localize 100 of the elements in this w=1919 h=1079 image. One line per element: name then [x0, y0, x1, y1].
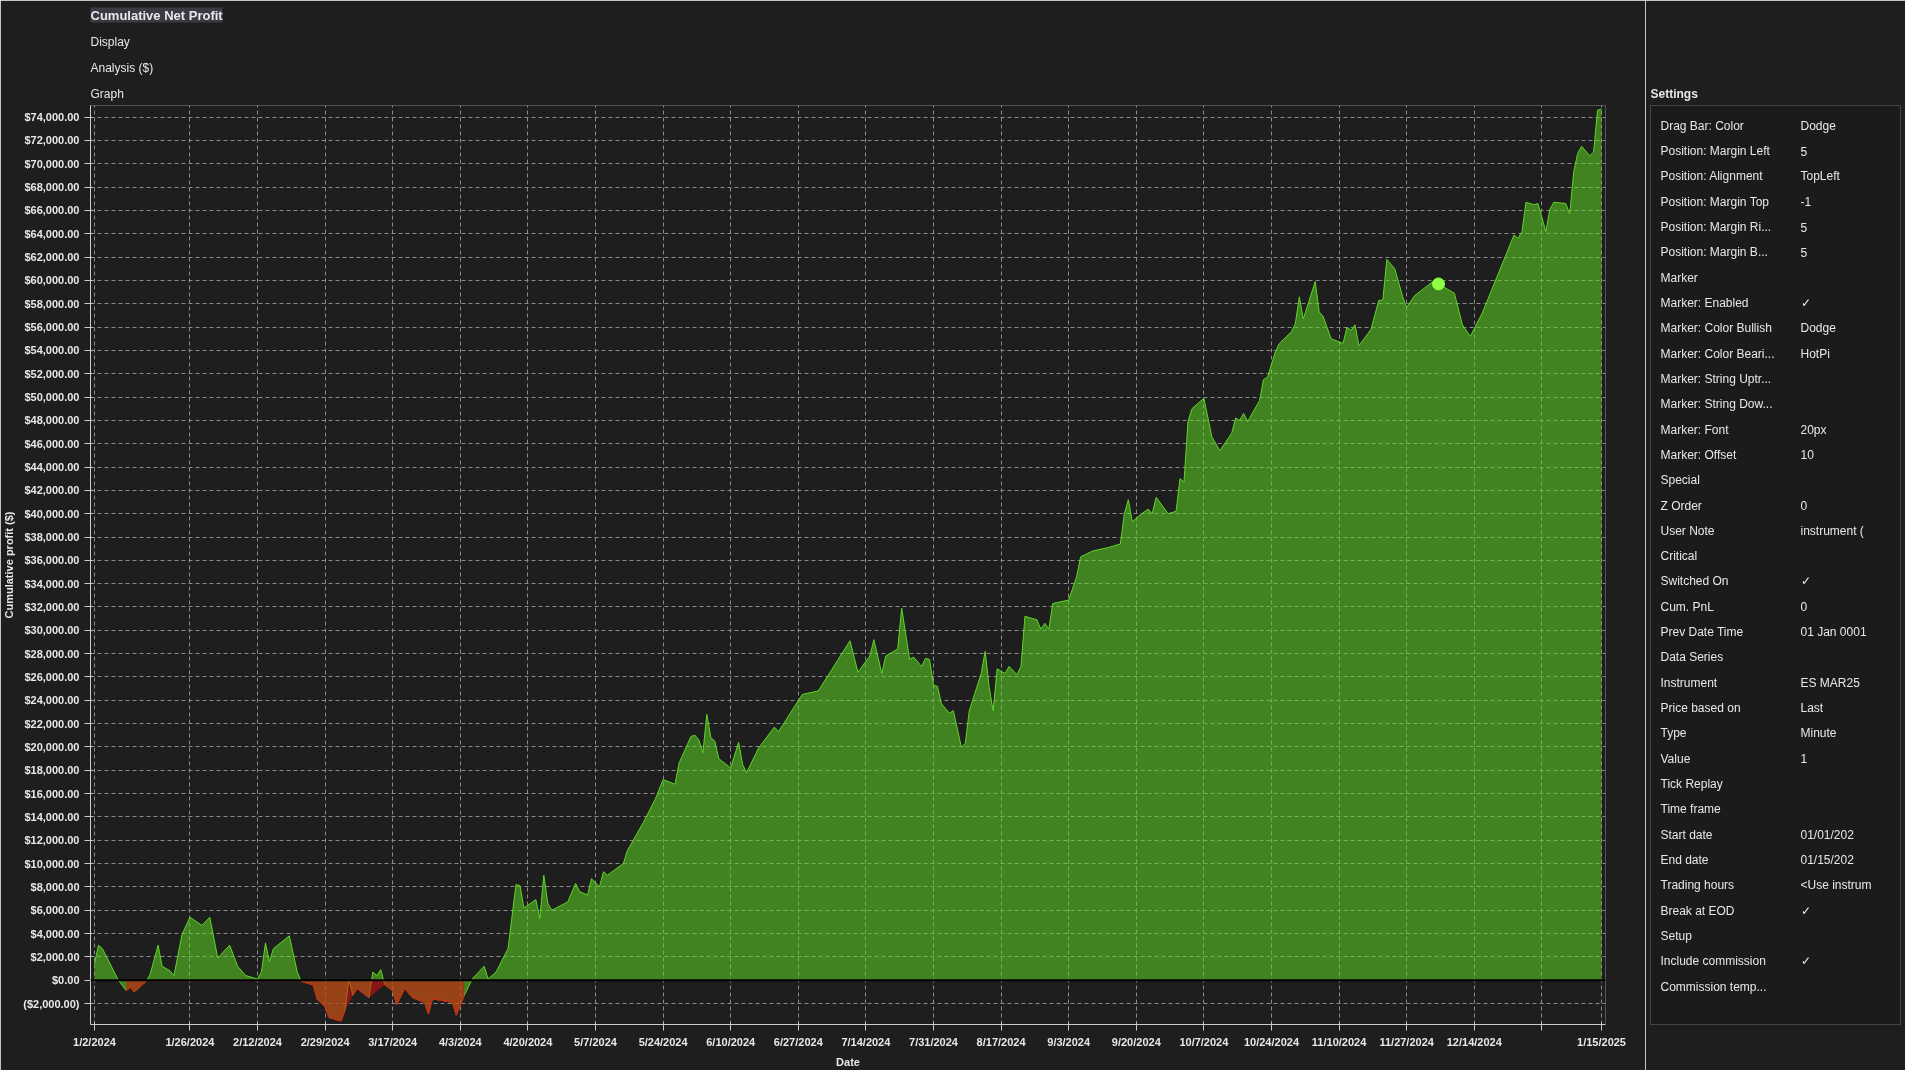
y-tick-label: $58,000.00 — [24, 297, 80, 310]
x-tick-label: 9/20/2024 — [1111, 1035, 1162, 1048]
category-label: Prev Date Time — [1660, 625, 1744, 640]
category-label: Position: Alignment — [1660, 169, 1764, 184]
x-tick-label: 6/10/2024 — [706, 1035, 757, 1048]
x-tick-label: 7/31/2024 — [909, 1035, 959, 1048]
category-label: Marker: Color Bullish — [1660, 321, 1772, 336]
text: Analysis ($) — [90, 60, 154, 75]
x-tick-label: 9/3/2024 — [1047, 1035, 1091, 1048]
category-label: Tick Replay — [1660, 776, 1723, 791]
y-tick-label: $18,000.00 — [24, 764, 80, 777]
category-label: Position: Margin Top — [1660, 194, 1770, 209]
text: Display — [90, 34, 130, 49]
y-tick-label: $16,000.00 — [24, 787, 80, 800]
category-label: Marker: String Uptr... — [1660, 371, 1772, 386]
y-tick-label: $62,000.00 — [24, 251, 80, 264]
text: ✓ — [1800, 574, 1811, 589]
y-tick-label: $44,000.00 — [24, 461, 80, 474]
y-tick-label: $60,000.00 — [24, 274, 80, 287]
category-label: Trading hours — [1660, 878, 1735, 893]
text: Minute — [1800, 726, 1837, 741]
text: 1 — [1800, 752, 1808, 767]
category-label: Position: Margin Ri... — [1660, 220, 1772, 235]
category-label: Type — [1660, 726, 1687, 741]
y-tick-label: $34,000.00 — [24, 577, 80, 590]
x-tick-label: 10/24/2024 — [1243, 1035, 1300, 1048]
category-label: Value — [1660, 751, 1691, 766]
category-label: Marker: Color Beari... — [1660, 346, 1775, 361]
x-tick-label: 6/27/2024 — [773, 1035, 824, 1048]
category-label: Drag Bar: Color — [1660, 118, 1744, 133]
text: ES MAR25 — [1800, 675, 1860, 690]
category-label: Data Series — [1660, 650, 1724, 665]
text: Dodge — [1800, 321, 1836, 336]
y-tick-label: $64,000.00 — [24, 227, 80, 240]
text: 5 — [1800, 144, 1808, 159]
category-label: Z Order — [1660, 498, 1702, 513]
text: Dodge — [1800, 118, 1836, 133]
y-tick-label: $48,000.00 — [24, 414, 80, 427]
x-tick-label: 1/26/2024 — [165, 1035, 216, 1048]
category-label: Include commission — [1660, 954, 1766, 969]
category-label: Position: Margin Left — [1660, 144, 1771, 159]
x-tick-label: 5/24/2024 — [638, 1035, 689, 1048]
text: TopLeft — [1800, 169, 1840, 184]
category-label: Marker: String Dow... — [1660, 397, 1773, 412]
text: 01 Jan 0001 — [1800, 625, 1867, 640]
y-tick-label: $52,000.00 — [24, 367, 80, 380]
y-tick-label: $24,000.00 — [24, 694, 80, 707]
y-tick-label: $12,000.00 — [24, 834, 80, 847]
category-label: Switched On — [1660, 574, 1729, 589]
text: HotPi — [1800, 346, 1830, 361]
text: instrument ( — [1800, 523, 1864, 538]
category-label: Marker — [1660, 270, 1698, 285]
text: 01/01/202 — [1800, 827, 1854, 842]
y-tick-label: $22,000.00 — [24, 717, 80, 730]
y-tick-label: $72,000.00 — [24, 134, 80, 147]
x-tick-label: 2/29/2024 — [300, 1035, 351, 1048]
x-tick-label: 12/14/2024 — [1446, 1035, 1503, 1048]
x-tick-label: 3/17/2024 — [368, 1035, 419, 1048]
y-tick-label: $54,000.00 — [24, 344, 80, 357]
category-label: Cum. PnL — [1660, 599, 1715, 614]
text: ✓ — [1800, 903, 1811, 918]
text: 10 — [1800, 448, 1814, 463]
category-label: Marker: Font — [1660, 422, 1730, 437]
y-tick-label: $74,000.00 — [24, 111, 80, 124]
y-tick-label: $2,000.00 — [30, 950, 80, 963]
y-tick-label: $46,000.00 — [24, 437, 80, 450]
text: Last — [1800, 701, 1824, 716]
category-label: Price based on — [1660, 701, 1741, 716]
category-label: Special — [1660, 473, 1700, 488]
y-tick-label: $32,000.00 — [24, 600, 80, 613]
y-tick-label: $36,000.00 — [24, 554, 80, 567]
x-tick-label: 8/17/2024 — [976, 1035, 1027, 1048]
category-label: Start date — [1660, 827, 1713, 842]
category-label: Break at EOD — [1660, 903, 1735, 918]
x-tick-label: 10/7/2024 — [1179, 1035, 1230, 1048]
text: Graph — [90, 86, 124, 101]
y-tick-label: $28,000.00 — [24, 647, 80, 660]
y-tick-label: $40,000.00 — [24, 507, 80, 520]
text: 01/15/202 — [1800, 852, 1854, 867]
y-tick-label: $10,000.00 — [24, 857, 80, 870]
text: Settings — [1650, 86, 1699, 101]
x-tick-label: 11/27/2024 — [1379, 1035, 1435, 1048]
x-tick-label: 5/7/2024 — [574, 1035, 618, 1048]
x-tick-label: 1/15/2025 — [1577, 1035, 1626, 1048]
y-tick-label: $0.00 — [51, 974, 80, 987]
y-tick-label: $50,000.00 — [24, 391, 80, 404]
y-axis-title: Cumulative profit ($) — [3, 511, 16, 619]
category-label: Time frame — [1660, 802, 1722, 817]
text: -1 — [1800, 195, 1812, 210]
text: ✓ — [1800, 295, 1811, 310]
y-tick-label: $66,000.00 — [24, 204, 80, 217]
y-tick-label: $8,000.00 — [30, 880, 80, 893]
x-tick-label: 11/10/2024 — [1311, 1035, 1368, 1048]
category-label: Marker: Enabled — [1660, 295, 1749, 310]
category-label: Critical — [1660, 549, 1698, 564]
category-label: Setup — [1660, 928, 1693, 943]
category-label: Instrument — [1660, 675, 1718, 690]
text: 0 — [1800, 600, 1808, 615]
y-tick-label: $38,000.00 — [24, 531, 80, 544]
text: <Use instrum — [1800, 878, 1872, 893]
